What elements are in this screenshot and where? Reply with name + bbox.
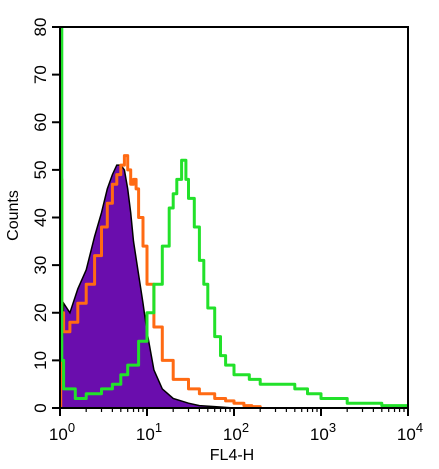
y-tick-label: 60 xyxy=(31,113,50,132)
y-tick-label: 20 xyxy=(31,303,50,322)
x-tick-base: 10 xyxy=(49,425,68,444)
x-tick-exponent: 3 xyxy=(329,420,336,435)
x-tick-exponent: 1 xyxy=(155,420,162,435)
y-tick-label: 80 xyxy=(31,18,50,37)
y-axis-title: Counts xyxy=(5,190,22,241)
series-layer xyxy=(60,27,408,408)
x-tick-label: 100 xyxy=(49,420,75,444)
x-tick-label: 101 xyxy=(136,420,162,444)
y-tick-label: 10 xyxy=(31,351,50,370)
series-3-line xyxy=(60,27,408,408)
y-tick-label: 0 xyxy=(31,403,50,412)
x-tick-label: 104 xyxy=(397,420,423,444)
y-tick-label: 30 xyxy=(31,256,50,275)
x-tick-exponent: 4 xyxy=(416,420,423,435)
x-tick-base: 10 xyxy=(397,425,416,444)
x-tick-label: 102 xyxy=(223,420,249,444)
x-tick-base: 10 xyxy=(223,425,242,444)
x-tick-label: 103 xyxy=(310,420,336,444)
x-tick-base: 10 xyxy=(310,425,329,444)
y-tick-label: 70 xyxy=(31,65,50,84)
x-tick-exponent: 2 xyxy=(242,420,249,435)
y-tick-label: 50 xyxy=(31,160,50,179)
x-tick-base: 10 xyxy=(136,425,155,444)
series-2-line xyxy=(60,154,262,408)
x-axis-title: FL4-H xyxy=(210,447,254,464)
y-tick-label: 40 xyxy=(31,208,50,227)
x-tick-exponent: 0 xyxy=(68,420,75,435)
